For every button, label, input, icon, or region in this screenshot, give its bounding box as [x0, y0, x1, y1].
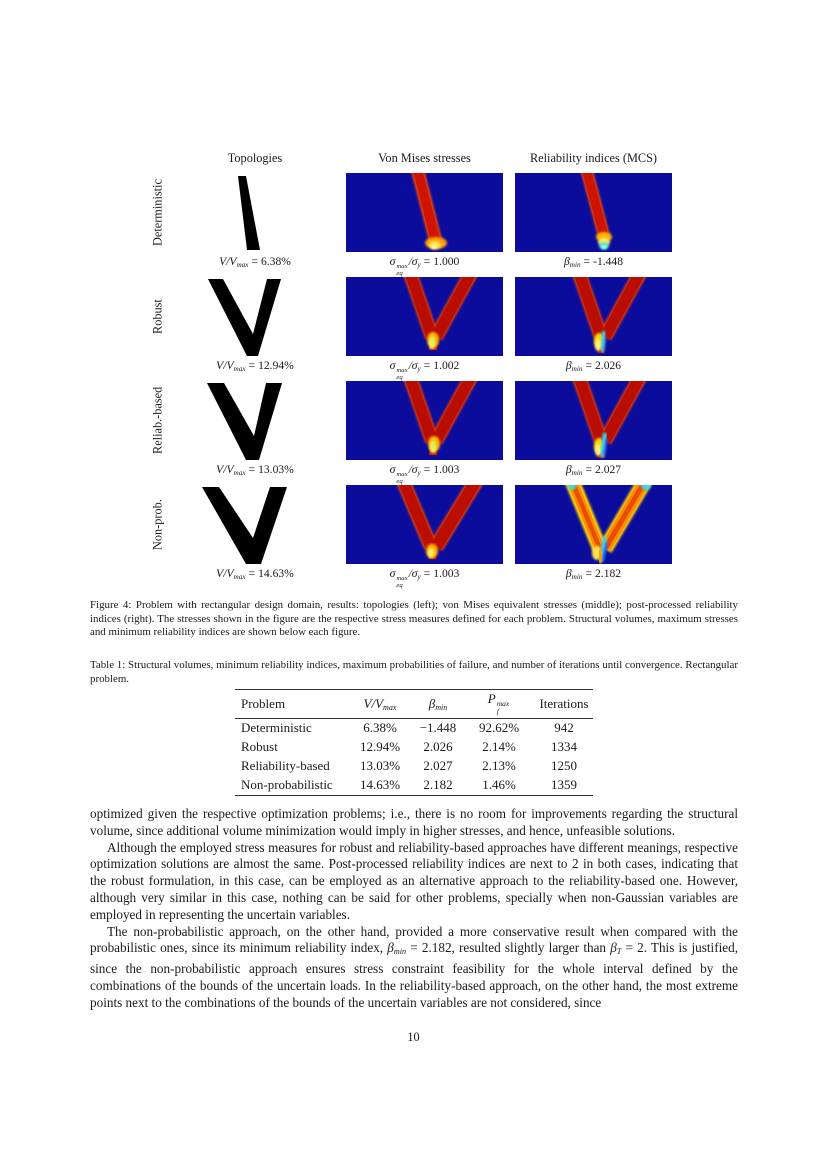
figure-row-label-reliab-based: Reliab.-based — [150, 386, 165, 455]
reliability-heatmap-deterministic — [515, 166, 672, 252]
table-row: Reliability-based 13.03% 2.027 2.13% 125… — [241, 758, 577, 774]
beta-label-non-prob: βmin = 2.182 — [565, 567, 622, 581]
volume-label-non-prob: V/Vmax = 14.63% — [216, 567, 294, 581]
figure-row-label-non-prob: Non-prob. — [150, 499, 165, 550]
figure-column-header-topologies: Topologies — [227, 151, 283, 165]
topology-image-reliab-based — [196, 381, 308, 460]
paragraph: optimized given the respective optimizat… — [90, 806, 738, 838]
volume-label-reliab-based: V/Vmax = 13.03% — [216, 463, 294, 477]
figure-row-label-robust: Robust — [150, 299, 165, 334]
stress-label-deterministic: σ max eq/σy = 1.000 — [389, 255, 460, 278]
von-mises-heatmap-non-prob — [346, 477, 503, 564]
body-text: optimized given the respective optimizat… — [90, 806, 738, 1012]
stress-label-non-prob: σ max eq/σy = 1.003 — [389, 567, 460, 590]
col-header-volume: V/Vmax — [363, 695, 397, 712]
beta-label-robust: βmin = 2.026 — [565, 359, 622, 373]
col-header-beta: βmin — [428, 695, 448, 712]
figure-column-header-von-mises: Von Mises stresses — [378, 151, 471, 165]
von-mises-heatmap-deterministic — [346, 166, 503, 252]
table-row: Robust 12.94% 2.026 2.14% 1334 — [241, 739, 577, 755]
figure-row-label-deterministic: Deterministic — [150, 179, 165, 246]
volume-label-deterministic: V/Vmax = 6.38% — [219, 255, 291, 269]
von-mises-heatmap-reliab-based — [346, 373, 503, 460]
reliability-heatmap-non-prob — [515, 477, 672, 564]
page-number: 10 — [407, 1030, 420, 1044]
topology-image-deterministic — [196, 173, 308, 252]
paragraph: The non-probabilistic approach, on the o… — [90, 923, 738, 1010]
table-row: Non-probabilistic 14.63% 2.182 1.46% 135… — [235, 776, 593, 796]
figure-column-header-reliability: Reliability indices (MCS) — [529, 151, 658, 165]
von-mises-heatmap-robust — [346, 269, 503, 356]
col-header-iterations: Iterations — [539, 695, 589, 711]
topology-image-non-prob — [196, 485, 308, 564]
stress-label-reliab-based: σ max eq/σy = 1.003 — [389, 463, 460, 486]
topology-image-robust — [196, 277, 308, 356]
col-header-problem: Problem — [241, 695, 286, 711]
beta-label-deterministic: βmin = -1.448 — [563, 255, 624, 269]
beta-label-reliab-based: βmin = 2.027 — [565, 463, 622, 477]
table-row: Deterministic 6.38% −1.448 92.62% 942 — [241, 720, 574, 736]
figure-caption: Figure 4: Problem with rectangular desig… — [90, 599, 738, 639]
paragraph: Although the employed stress measures fo… — [90, 839, 738, 922]
table-caption: Table 1: Structural volumes, minimum rel… — [90, 659, 738, 685]
stress-label-robust: σ max eq/σy = 1.002 — [389, 359, 460, 382]
reliability-heatmap-robust — [515, 269, 672, 356]
reliability-heatmap-reliab-based — [515, 373, 672, 460]
volume-label-robust: V/Vmax = 12.94% — [216, 359, 294, 373]
